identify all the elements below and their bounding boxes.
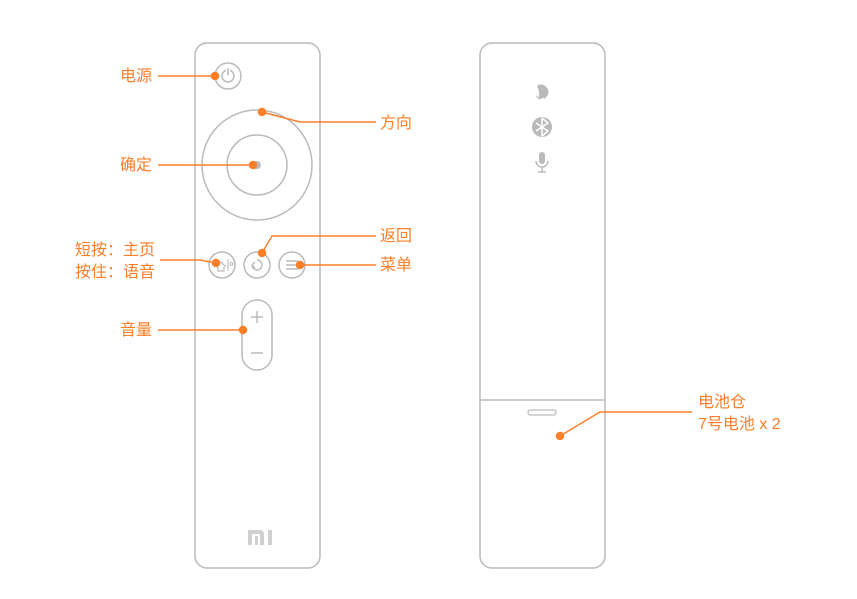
battery-cover-slot xyxy=(528,410,556,415)
bluetooth-icon xyxy=(532,117,552,137)
leader-volume xyxy=(158,327,247,334)
label-battery-line2: 7号电池 x 2 xyxy=(698,414,781,436)
label-confirm: 确定 xyxy=(120,155,152,177)
leader-confirm xyxy=(158,162,257,169)
diagram-canvas xyxy=(0,0,857,599)
label-power: 电源 xyxy=(120,66,152,88)
volume-rocker xyxy=(242,300,272,370)
label-battery-line1: 电池仓 xyxy=(698,392,781,414)
label-back: 返回 xyxy=(380,226,412,248)
label-home: 短按：主页 按住：语音 xyxy=(75,240,155,285)
leader-direction xyxy=(259,109,377,123)
leader-battery xyxy=(557,412,693,440)
touch-icon xyxy=(536,85,549,100)
label-home-line1: 短按：主页 xyxy=(75,240,155,262)
label-battery: 电池仓 7号电池 x 2 xyxy=(698,392,781,437)
label-direction: 方向 xyxy=(380,113,412,135)
label-home-line2: 按住：语音 xyxy=(75,262,155,284)
label-menu: 菜单 xyxy=(380,255,412,277)
label-volume: 音量 xyxy=(120,320,152,342)
back-button xyxy=(244,252,270,278)
leader-power xyxy=(158,73,219,80)
leader-back xyxy=(259,236,377,257)
leader-menu xyxy=(297,262,377,269)
mi-logo xyxy=(248,530,272,545)
microphone-icon xyxy=(536,152,548,172)
